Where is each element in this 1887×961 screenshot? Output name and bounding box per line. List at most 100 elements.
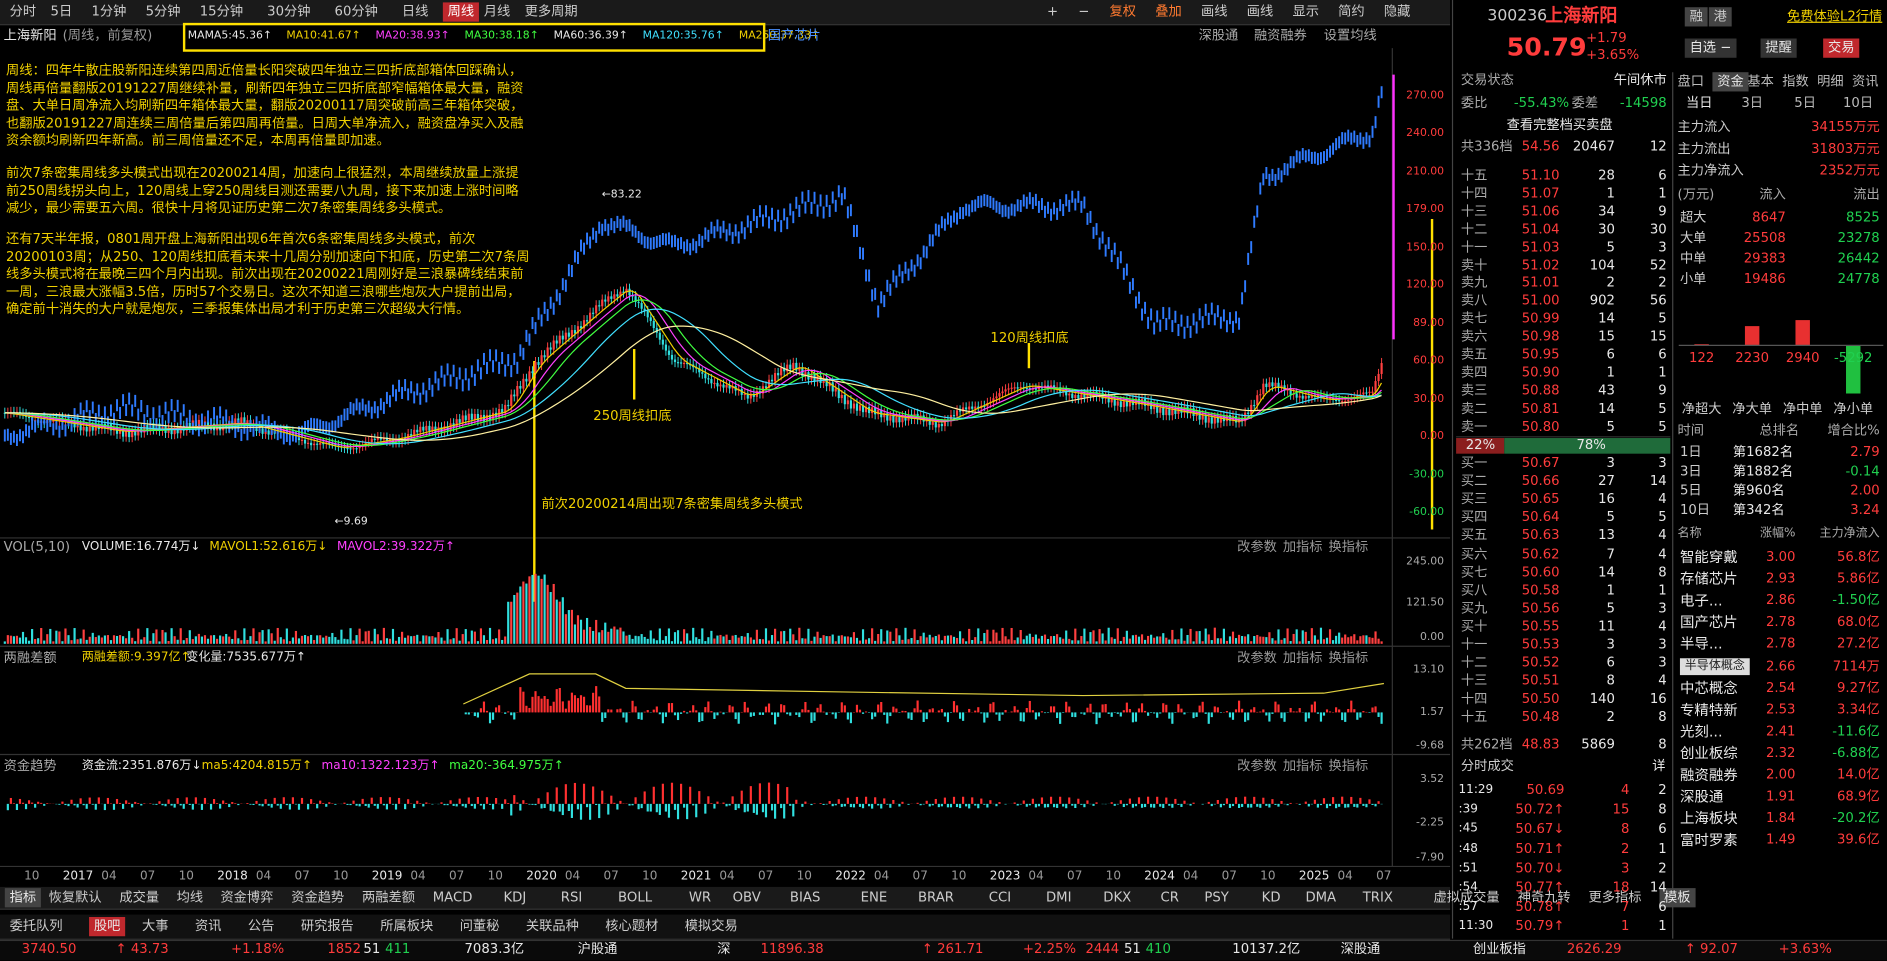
period-tab[interactable]: 当日 (1685, 95, 1713, 111)
sector-name[interactable]: 深股通 (1679, 788, 1724, 806)
fund-tab[interactable]: 基本 (1747, 73, 1774, 90)
panel-tool[interactable]: 改参数 (1237, 539, 1277, 555)
period-tab[interactable]: 15分钟 (199, 3, 244, 20)
period-tab[interactable]: 1分钟 (91, 3, 127, 20)
tool-button[interactable]: 简约 (1338, 3, 1365, 20)
fund-tab[interactable]: 资讯 (1852, 73, 1879, 90)
panel-tool[interactable]: 改参数 (1237, 649, 1277, 666)
indicator-tab[interactable]: DKX (1103, 889, 1132, 905)
fund-tab[interactable]: 指数 (1782, 73, 1809, 90)
period-tab[interactable]: 更多周期 (524, 3, 578, 20)
indicator-tab[interactable]: 恢复默认 (48, 889, 102, 905)
indicator-tab[interactable]: KD (1261, 889, 1281, 905)
indicator-tab[interactable]: OBV (732, 889, 761, 905)
fund-tab[interactable]: 明细 (1817, 73, 1844, 90)
sector-name[interactable]: 融资融券 (1679, 766, 1738, 784)
period-tab[interactable]: 30分钟 (267, 3, 311, 20)
period-tab[interactable]: 5日 (1794, 95, 1816, 111)
indicator-tab[interactable]: WR (688, 889, 712, 905)
indicator-tab[interactable]: TRIX (1362, 889, 1393, 905)
indicator-tab[interactable]: BRAR (917, 889, 954, 905)
period-tab[interactable]: 3日 (1741, 95, 1763, 111)
indicator-tab[interactable]: 均线 (176, 889, 204, 905)
info-tab[interactable]: 所属板块 (380, 918, 434, 934)
info-tab[interactable]: 关联品种 (525, 918, 579, 934)
promo-link[interactable]: 免费体验L2行情 (1787, 8, 1883, 25)
fund-tab[interactable]: 资金 (1712, 72, 1749, 92)
info-tab[interactable]: 资讯 (194, 918, 222, 934)
chart-link[interactable]: 融资融券 (1253, 27, 1307, 44)
period-tab[interactable]: 周线 (442, 2, 479, 22)
panel-tool[interactable]: 换指标 (1328, 539, 1369, 555)
indicator-tab[interactable]: CR (1160, 889, 1179, 905)
info-tab[interactable]: 委托队列 (9, 918, 63, 934)
indicator-tab[interactable]: DMI (1045, 889, 1072, 905)
tool-button[interactable]: − (1078, 3, 1090, 20)
panel-tool[interactable]: 加指标 (1282, 758, 1323, 774)
action-button[interactable]: 提醒 (1760, 38, 1797, 58)
fund-tab[interactable]: 盘口 (1677, 73, 1705, 90)
chart-link[interactable]: 深股通 (1198, 27, 1239, 44)
tool-button[interactable]: 隐藏 (1383, 3, 1411, 20)
period-tab[interactable]: 60分钟 (334, 3, 378, 20)
period-tab[interactable]: 5分钟 (145, 3, 181, 20)
info-tab[interactable]: 问董秘 (459, 918, 500, 934)
indicator-tab[interactable]: DMA (1305, 889, 1337, 905)
indicator-tab[interactable]: MACD (432, 889, 473, 905)
sector-name[interactable]: 中芯概念 (1679, 679, 1738, 697)
info-tab[interactable]: 模拟交易 (684, 918, 738, 934)
sector-name[interactable]: 光刻... (1679, 722, 1723, 740)
sector-name[interactable]: 智能穿戴 (1679, 548, 1738, 566)
indicator-tab[interactable]: KDJ (503, 889, 527, 905)
info-tab[interactable]: 核心题材 (605, 918, 659, 934)
sector-name[interactable]: 半导体概念 (1679, 657, 1750, 675)
sector-name[interactable]: 半导... (1679, 635, 1723, 653)
sector-name[interactable]: 国产芯片 (1679, 614, 1738, 631)
action-button[interactable]: 交易 (1823, 38, 1860, 58)
panel-tool[interactable]: 换指标 (1328, 649, 1369, 666)
action-button[interactable]: 自选 − (1684, 38, 1737, 58)
indicator-tab[interactable]: 指标 (4, 888, 41, 908)
period-tab[interactable]: 5日 (50, 3, 73, 20)
info-tab[interactable]: 股吧 (89, 916, 126, 937)
panel-tool[interactable]: 加指标 (1282, 649, 1323, 666)
indicator-tab[interactable]: BOLL (618, 889, 653, 905)
sector-name[interactable]: 创业板综 (1679, 744, 1738, 762)
chart-link[interactable]: 设置均线 (1323, 27, 1377, 44)
indicator-tab[interactable]: 成交量 (119, 889, 160, 905)
period-tab[interactable]: 日线 (401, 3, 429, 20)
indicator-tab[interactable]: 虚拟成交量 (1433, 889, 1500, 905)
indicator-tab[interactable]: 资金趋势 (291, 889, 345, 905)
panel-tool[interactable]: 换指标 (1328, 758, 1369, 774)
ticks-more[interactable]: 详 (1652, 758, 1666, 774)
indicator-tab[interactable]: 资金博弈 (220, 889, 274, 905)
info-tab[interactable]: 研究报告 (300, 918, 354, 934)
tool-button[interactable]: 叠加 (1155, 3, 1182, 20)
indicator-tab[interactable]: 更多指标 (1588, 889, 1642, 905)
tool-button[interactable]: 显示 (1292, 3, 1319, 20)
tool-button[interactable]: + (1046, 3, 1059, 20)
sector-name[interactable]: 上海板块 (1679, 810, 1738, 827)
sector-name[interactable]: 存储芯片 (1679, 570, 1738, 588)
panel-tool[interactable]: 改参数 (1237, 758, 1277, 774)
info-tab[interactable]: 大事 (142, 918, 169, 934)
indicator-tab[interactable]: BIAS (789, 889, 821, 905)
tool-button[interactable]: 画线 (1200, 3, 1228, 20)
sector-name[interactable]: 电子... (1679, 592, 1723, 610)
indicator-tab[interactable]: RSI (560, 889, 583, 905)
period-tab[interactable]: 月线 (483, 3, 511, 20)
indicator-tab[interactable]: 两融差额 (361, 889, 415, 905)
period-tab[interactable]: 分时 (9, 3, 37, 20)
period-tab[interactable]: 10日 (1843, 95, 1874, 111)
sector-name[interactable]: 专精特新 (1679, 701, 1738, 719)
indicator-tab[interactable]: 模板 (1659, 888, 1696, 908)
sector-name[interactable]: 富时罗素 (1679, 831, 1738, 849)
indicator-tab[interactable]: PSY (1204, 889, 1229, 905)
info-tab[interactable]: 公告 (247, 918, 275, 934)
indicator-tab[interactable]: ENE (860, 889, 888, 905)
panel-tool[interactable]: 加指标 (1282, 539, 1323, 555)
indicator-tab[interactable]: 神奇九转 (1517, 889, 1571, 905)
full-book-link[interactable]: 查看完整档买卖盘 (1506, 116, 1613, 133)
tool-button[interactable]: 复权 (1109, 3, 1137, 20)
tool-button[interactable]: 画线 (1246, 3, 1274, 20)
